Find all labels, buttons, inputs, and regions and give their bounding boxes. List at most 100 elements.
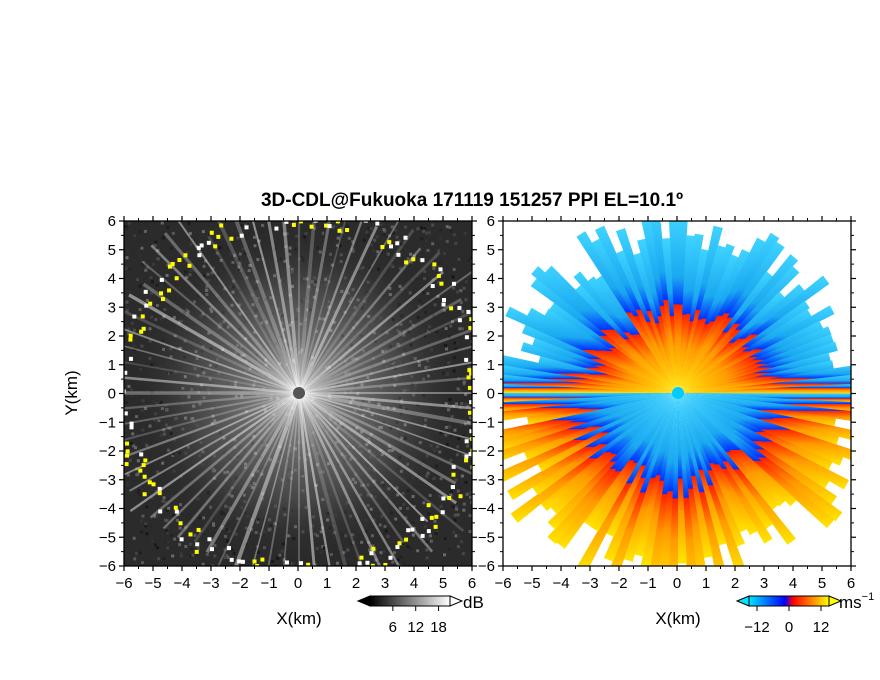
noise-pixel xyxy=(126,473,130,477)
range-edge-speckle xyxy=(237,559,242,564)
range-edge-speckle xyxy=(124,389,126,394)
range-edge-speckle xyxy=(260,557,265,562)
reflectivity-ray xyxy=(124,391,300,458)
noise-pixel xyxy=(427,512,431,516)
range-edge-speckle xyxy=(142,492,147,497)
noise-pixel xyxy=(382,233,386,237)
noise-pixel xyxy=(449,493,453,497)
range-edge-speckle xyxy=(194,549,199,554)
noise-pixel xyxy=(154,240,158,244)
range-edge-speckle xyxy=(450,485,455,490)
noise-pixel xyxy=(443,537,447,541)
reflectivity-ray xyxy=(297,392,364,566)
range-edge-speckle xyxy=(337,574,341,578)
reflectivity-ray xyxy=(297,221,316,394)
noise-pixel xyxy=(431,242,435,246)
noise-pixel xyxy=(367,226,371,230)
noise-pixel xyxy=(138,284,142,288)
noise-pixel xyxy=(454,505,458,509)
noise-pixel xyxy=(138,551,142,555)
noise-pixel xyxy=(452,233,456,237)
noise-pixel xyxy=(460,327,464,331)
reflectivity-ray xyxy=(298,361,472,394)
reflectivity-ray xyxy=(298,376,472,395)
range-edge-speckle xyxy=(183,253,188,258)
range-edge-speckle xyxy=(216,234,221,239)
noise-pixel xyxy=(133,331,137,335)
noise-pixel xyxy=(456,290,460,294)
noise-pixel xyxy=(456,513,460,517)
right-y-tick-label: 2 xyxy=(487,328,495,345)
noise-pixel xyxy=(465,492,469,496)
noise-pixel xyxy=(244,223,248,227)
noise-pixel xyxy=(178,543,182,547)
noise-pixel xyxy=(127,295,131,299)
range-edge-speckle xyxy=(143,458,148,463)
left-y-tick-label: −4 xyxy=(99,501,116,518)
velocity-wedge xyxy=(650,221,678,393)
reflectivity-ray xyxy=(124,345,300,394)
left-colorbar-ticks: 6 12 18 xyxy=(389,606,447,636)
range-edge-speckle xyxy=(309,224,314,229)
noise-pixel xyxy=(144,524,148,528)
noise-pixel xyxy=(127,221,131,225)
noise-pixel xyxy=(156,248,160,252)
range-edge-speckle xyxy=(125,449,130,454)
noise-pixel xyxy=(468,491,472,495)
reflectivity-ray xyxy=(297,228,415,394)
right-y-tick-label: 4 xyxy=(487,271,495,288)
velocity-wedge xyxy=(503,393,678,450)
velocity-wedge xyxy=(526,393,678,425)
range-edge-speckle xyxy=(125,441,130,446)
right-y-tick-label: 5 xyxy=(487,242,495,259)
noise-pixel xyxy=(461,309,465,313)
noise-pixel xyxy=(427,231,431,235)
velocity-wedge xyxy=(532,393,678,495)
left-colorbar-tick-label: 6 xyxy=(389,619,397,636)
left-x-tick-label: 0 xyxy=(294,575,302,592)
range-edge-speckle xyxy=(403,235,408,240)
right-colorbar-low-arrow xyxy=(735,595,750,607)
velocity-wedge xyxy=(678,393,774,530)
range-edge-speckle xyxy=(470,436,472,441)
noise-pixel xyxy=(207,233,211,237)
velocity-wedge xyxy=(678,365,851,393)
noise-pixel xyxy=(377,229,381,233)
reflectivity-ray xyxy=(150,244,300,394)
noise-pixel xyxy=(459,301,463,305)
noise-pixel xyxy=(214,226,218,230)
range-edge-speckle xyxy=(195,542,200,547)
noise-pixel xyxy=(171,256,175,260)
noise-pixel xyxy=(464,280,468,284)
noise-pixel xyxy=(457,534,461,538)
velocity-wedge xyxy=(530,277,678,393)
velocity-wedge xyxy=(503,393,678,421)
range-edge-speckle xyxy=(157,491,162,496)
velocity-wedge xyxy=(594,225,678,393)
range-edge-speckle xyxy=(118,401,122,405)
noise-pixel xyxy=(374,558,378,562)
right-colorbar-unit: ms−1 xyxy=(839,591,874,612)
velocity-wedge xyxy=(678,232,780,393)
velocity-wedge xyxy=(678,320,824,393)
noise-pixel xyxy=(425,540,429,544)
noise-pixel xyxy=(186,250,190,254)
right-y-tick-label: 3 xyxy=(487,299,495,316)
noise-pixel xyxy=(437,281,441,285)
noise-pixel xyxy=(155,283,159,287)
velocity-wedge xyxy=(550,393,678,515)
right-y-tick-label: 6 xyxy=(487,213,495,230)
left-colorbar-low-arrow xyxy=(356,595,371,607)
right-y-tick-label: −1 xyxy=(478,414,495,431)
range-edge-speckle xyxy=(138,468,143,473)
range-edge-speckle xyxy=(229,236,234,241)
noise-pixel xyxy=(409,252,413,256)
noise-pixel xyxy=(137,489,141,493)
range-edge-speckle xyxy=(128,356,133,361)
velocity-wedge xyxy=(678,393,849,490)
noise-pixel xyxy=(141,262,145,266)
range-edge-speckle xyxy=(464,454,469,459)
reflectivity-ray xyxy=(207,235,301,394)
velocity-wedge xyxy=(678,245,726,393)
range-edge-speckle xyxy=(466,375,471,380)
